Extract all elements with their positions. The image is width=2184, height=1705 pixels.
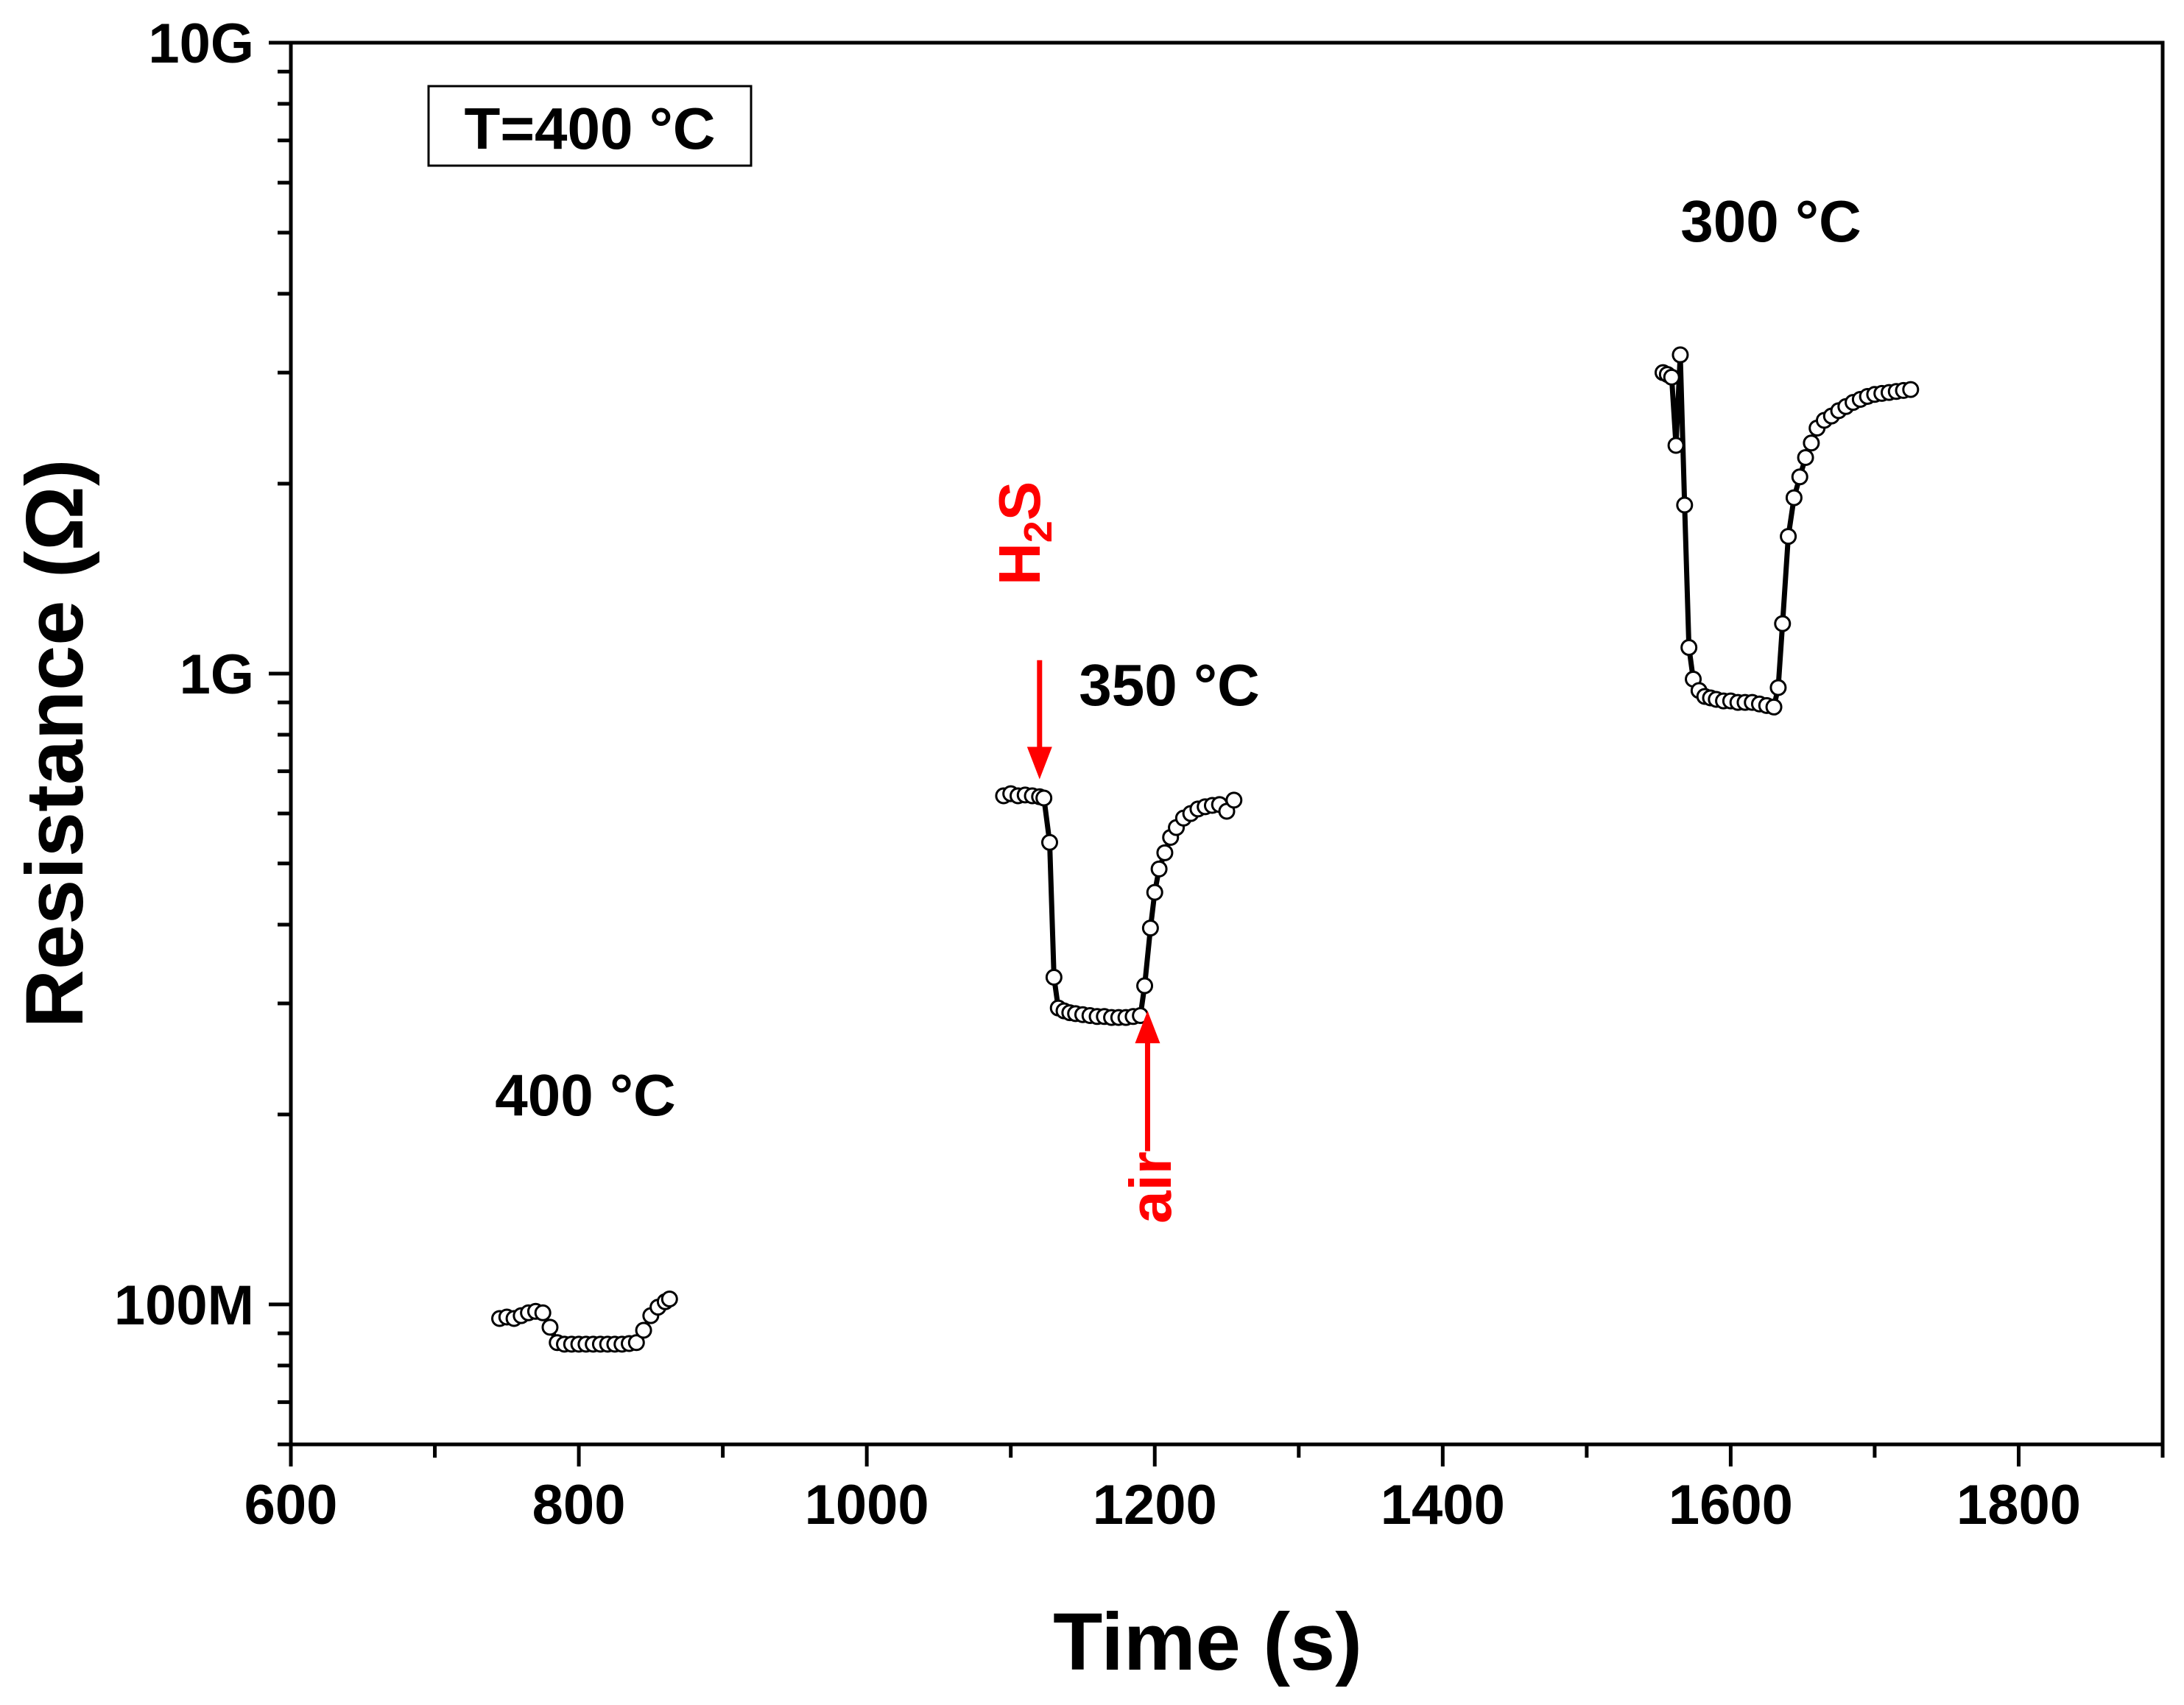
y-axis-title: Resistance (Ω) xyxy=(10,459,100,1028)
data-point xyxy=(1791,468,1808,486)
label-400c: 400 °C xyxy=(495,1062,675,1128)
x-tick-label: 600 xyxy=(244,1474,338,1536)
data-point xyxy=(635,1321,652,1339)
data-point xyxy=(627,1334,645,1352)
data-point xyxy=(1765,698,1783,716)
data-point xyxy=(1136,977,1154,995)
x-tick-label: 1400 xyxy=(1381,1474,1505,1536)
x-tick-label: 1200 xyxy=(1093,1474,1217,1536)
data-point xyxy=(1663,368,1680,386)
data-point xyxy=(1774,615,1792,632)
label-300c: 300 °C xyxy=(1680,188,1861,254)
inset-label: T=400 °C xyxy=(464,96,715,161)
x-tick-label: 800 xyxy=(532,1474,626,1536)
y-tick-label: 10G xyxy=(148,13,254,75)
air-label: air xyxy=(1118,1151,1183,1224)
data-point xyxy=(1785,489,1803,506)
data-point xyxy=(1045,969,1063,986)
x-tick-label: 1600 xyxy=(1669,1474,1793,1536)
data-point xyxy=(1803,434,1820,452)
x-axis-title: Time (s) xyxy=(1053,1597,1362,1687)
svg-text:H2S: H2S xyxy=(987,481,1060,585)
data-point xyxy=(1680,638,1698,656)
data-point xyxy=(1225,791,1243,809)
data-point xyxy=(1146,883,1163,901)
inset-label-box xyxy=(427,85,753,167)
axis-ticks: 600 800 1000 1200 1400 1600 1800 100M 1G 10G xyxy=(114,13,2165,1536)
data-point xyxy=(1902,381,1920,398)
data-point xyxy=(1676,496,1694,514)
air-text: air xyxy=(1118,1151,1183,1224)
data-point xyxy=(1780,528,1797,546)
data-point xyxy=(1797,449,1814,467)
x-tick-label: 1800 xyxy=(1956,1474,2081,1536)
arrow-head xyxy=(1135,1011,1160,1044)
series-points xyxy=(491,346,1920,1353)
data-point xyxy=(1040,833,1058,851)
y-tick-label: 1G xyxy=(180,643,254,706)
h2s-main: H xyxy=(987,543,1052,585)
plot-frame xyxy=(289,40,2165,1447)
data-point xyxy=(1667,437,1685,454)
h2s-subscript: 2 xyxy=(1016,520,1060,543)
data-point xyxy=(1769,679,1787,696)
h2s-label: H2S xyxy=(987,481,1060,585)
y-tick-label: 100M xyxy=(114,1274,254,1337)
gas-arrows xyxy=(1026,660,1160,1151)
arrow-head xyxy=(1026,746,1052,780)
data-point xyxy=(1141,919,1159,937)
data-point xyxy=(661,1291,678,1308)
data-point xyxy=(1035,789,1053,807)
data-point xyxy=(541,1319,559,1336)
data-point xyxy=(534,1304,552,1321)
label-350c: 350 °C xyxy=(1079,652,1259,718)
x-tick-label: 1000 xyxy=(805,1474,929,1536)
data-point xyxy=(1156,844,1174,861)
data-point xyxy=(1150,860,1168,878)
data-point xyxy=(1672,346,1689,364)
h2s-tail: S xyxy=(987,481,1052,520)
